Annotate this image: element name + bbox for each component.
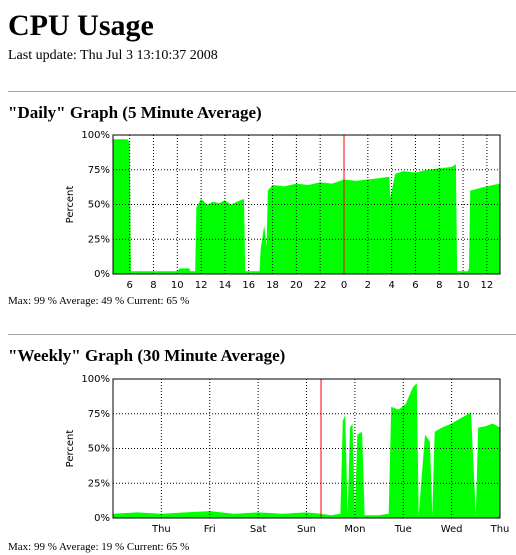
x-tick-label: 0 [341,280,347,291]
x-tick-label: 12 [195,280,208,291]
x-tick-label: 14 [219,280,232,291]
x-tick-label: 20 [290,280,303,291]
x-tick-label: 8 [436,280,442,291]
x-tick-label: 16 [242,280,255,291]
daily-stats: Max: 99 % Average: 49 % Current: 65 % [8,295,190,307]
y-tick-label: 75% [88,409,110,420]
x-tick-label: 12 [481,280,494,291]
x-tick-label: 6 [412,280,418,291]
x-tick-label: Tue [394,524,412,535]
y-tick-label: 25% [88,234,110,245]
y-tick-label: 50% [88,200,110,211]
weekly-stats: Max: 99 % Average: 19 % Current: 65 % [8,541,190,553]
y-tick-label: 25% [88,478,110,489]
y-tick-label: 100% [81,374,110,385]
x-tick-label: Sat [250,524,266,535]
x-tick-label: Thu [490,524,510,535]
x-tick-label: 10 [171,280,184,291]
x-tick-label: Sun [297,524,316,535]
x-tick-label: Mon [344,524,365,535]
y-axis-label: Percent [65,186,76,224]
daily-graph-heading: "Daily" Graph (5 Minute Average) [8,103,262,122]
y-tick-label: 50% [88,444,110,455]
x-tick-label: Thu [151,524,171,535]
page-title: CPU Usage [8,9,154,42]
x-tick-label: 10 [457,280,470,291]
weekly-graph-heading: "Weekly" Graph (30 Minute Average) [8,346,286,365]
divider [8,91,516,92]
y-tick-label: 0% [94,513,110,524]
y-axis-label: Percent [65,430,76,468]
daily-area-series [113,139,500,274]
y-tick-label: 0% [94,269,110,280]
x-tick-label: 8 [150,280,156,291]
x-tick-label: 22 [314,280,327,291]
x-tick-label: 4 [388,280,394,291]
x-tick-label: 2 [365,280,371,291]
x-tick-label: 6 [126,280,132,291]
x-tick-label: 18 [266,280,279,291]
divider [8,334,516,335]
last-update-text: Last update: Thu Jul 3 13:10:37 2008 [8,48,218,63]
plot-frame [112,134,501,275]
y-tick-label: 100% [81,130,110,141]
x-tick-label: Wed [441,524,463,535]
plot-frame [112,378,501,519]
x-tick-label: Fri [204,524,216,535]
y-tick-label: 75% [88,165,110,176]
